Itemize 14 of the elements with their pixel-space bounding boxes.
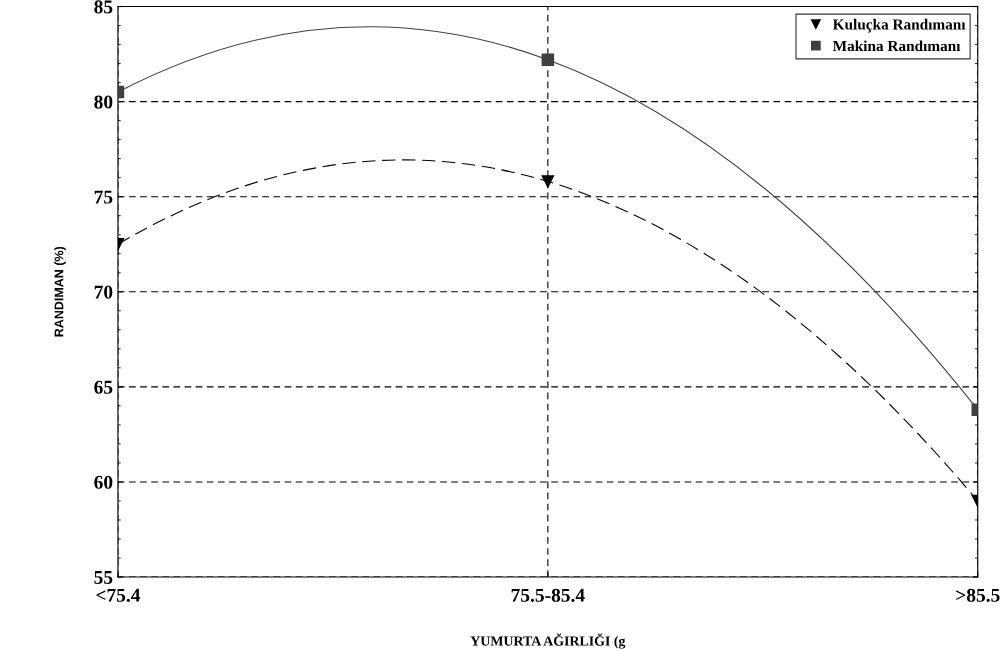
y-tick-label: 80 <box>94 95 113 109</box>
x-tick-label: >85.5 <box>956 588 1000 602</box>
y-tick-label: 55 <box>94 571 113 584</box>
y-tick-label: 70 <box>94 285 113 299</box>
legend-label: Kuluçka Randımanı <box>832 18 966 33</box>
y-tick-label: 75 <box>94 190 113 204</box>
x-tick-label: 75.5-85.4 <box>511 588 585 602</box>
y-tick-label: 60 <box>94 475 113 489</box>
x-axis-title: YUMURTA AĞIRLIĞI (g <box>470 633 626 649</box>
y-axis-title: RANDIMAN (%) <box>54 246 66 337</box>
y-tick-label: 65 <box>94 380 113 394</box>
y-tick-label: 85 <box>94 0 113 14</box>
x-tick-label: <75.4 <box>96 588 141 602</box>
legend-label: Makina Randımanı <box>832 40 961 52</box>
